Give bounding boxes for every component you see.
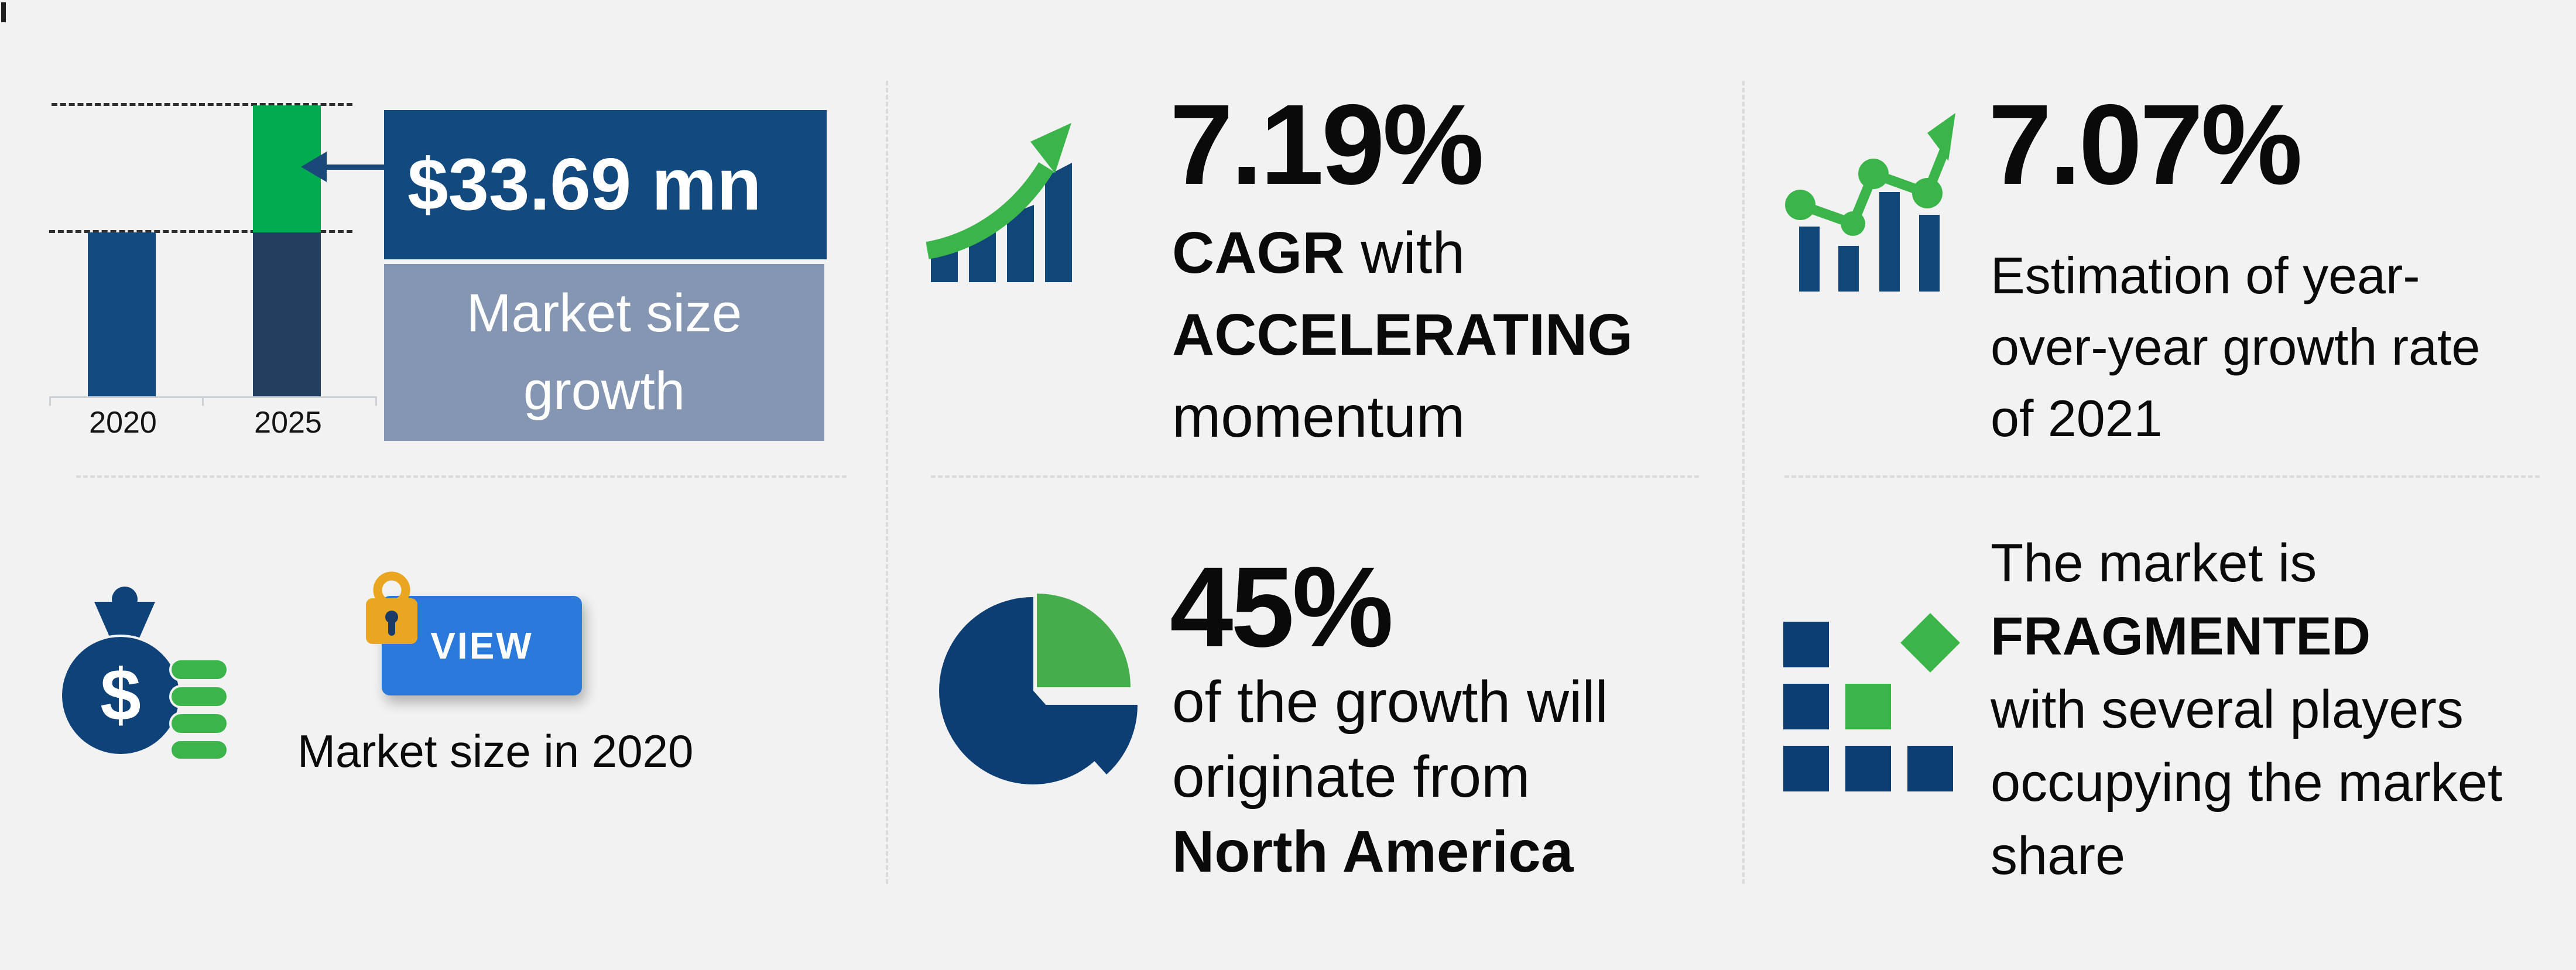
- regional-desc-line2: originate from: [1172, 744, 1530, 810]
- regional-description: of the growth will originate from North …: [1172, 664, 1608, 889]
- fragmentation-line2: FRAGMENTED: [1991, 606, 2371, 666]
- fragmentation-description: The market is FRAGMENTED with several pl…: [1991, 527, 2502, 893]
- horizontal-divider-col3: [1784, 475, 2540, 478]
- regional-desc-line1: of the growth will: [1172, 669, 1608, 735]
- vertical-divider-right: [1742, 81, 1745, 884]
- vertical-divider-left: [886, 81, 888, 884]
- dollar-sign: $: [100, 654, 141, 736]
- market-size-value-box: $33.69 mn: [384, 110, 827, 259]
- fragmentation-line1: The market is: [1991, 533, 2317, 593]
- money-bag-icon: $: [60, 587, 229, 760]
- regional-desc-line3: North America: [1172, 819, 1574, 885]
- left-arrow-connector-icon: [301, 152, 386, 182]
- horizontal-divider-col2: [931, 475, 1699, 478]
- axis-tick: [202, 396, 204, 406]
- yoy-description: Estimation of year- over-year growth rat…: [1991, 240, 2480, 454]
- market-size-2020-caption: Market size in 2020: [297, 725, 694, 777]
- fragmentation-line4: occupying the market: [1991, 753, 2503, 813]
- growth-arrow-bars-icon: [926, 123, 1072, 282]
- cagr-desc-line2: ACCELERATING: [1172, 302, 1633, 368]
- axis-label-2020: 2020: [89, 406, 157, 440]
- lock-icon: [366, 571, 417, 644]
- fragmentation-line3: with several players: [1991, 680, 2464, 739]
- axis-label-2025: 2025: [254, 406, 322, 440]
- bar-2020: [88, 232, 156, 396]
- coin-stack: [169, 658, 229, 760]
- bar-2025-base: [253, 232, 321, 396]
- market-size-growth-label: Market size growth: [466, 283, 742, 421]
- cagr-description: CAGR with ACCELERATING momentum: [1172, 212, 1633, 458]
- reference-line-2020-level: [49, 230, 352, 233]
- market-size-growth-label-box: Market size growth: [384, 264, 824, 441]
- x-axis: [49, 396, 377, 398]
- pie-chart-icon: [939, 594, 1138, 784]
- yoy-value: 7.07%: [1988, 81, 2303, 208]
- axis-tick: [375, 396, 377, 406]
- grid-squares-diamond-icon: [1783, 613, 1960, 791]
- cagr-value: 7.19%: [1170, 81, 1484, 208]
- horizontal-divider-col1: [76, 475, 847, 478]
- view-button-label: VIEW: [430, 625, 533, 667]
- corner-artifact: [1, 2, 6, 22]
- yoy-desc-line2: over-year growth rate: [1991, 318, 2481, 376]
- reference-line-2025-total: [52, 103, 352, 106]
- yoy-desc-line3: of 2021: [1991, 389, 2163, 447]
- line-chart-bars-icon: [1785, 113, 1955, 292]
- cagr-desc-line3: momentum: [1172, 384, 1465, 450]
- regional-value: 45%: [1170, 543, 1393, 671]
- cagr-desc-line1: CAGR with: [1172, 220, 1465, 286]
- axis-tick: [49, 396, 51, 406]
- fragmentation-line5: share: [1991, 826, 2126, 886]
- market-size-value: $33.69 mn: [407, 144, 762, 225]
- yoy-desc-line1: Estimation of year-: [1991, 246, 2420, 304]
